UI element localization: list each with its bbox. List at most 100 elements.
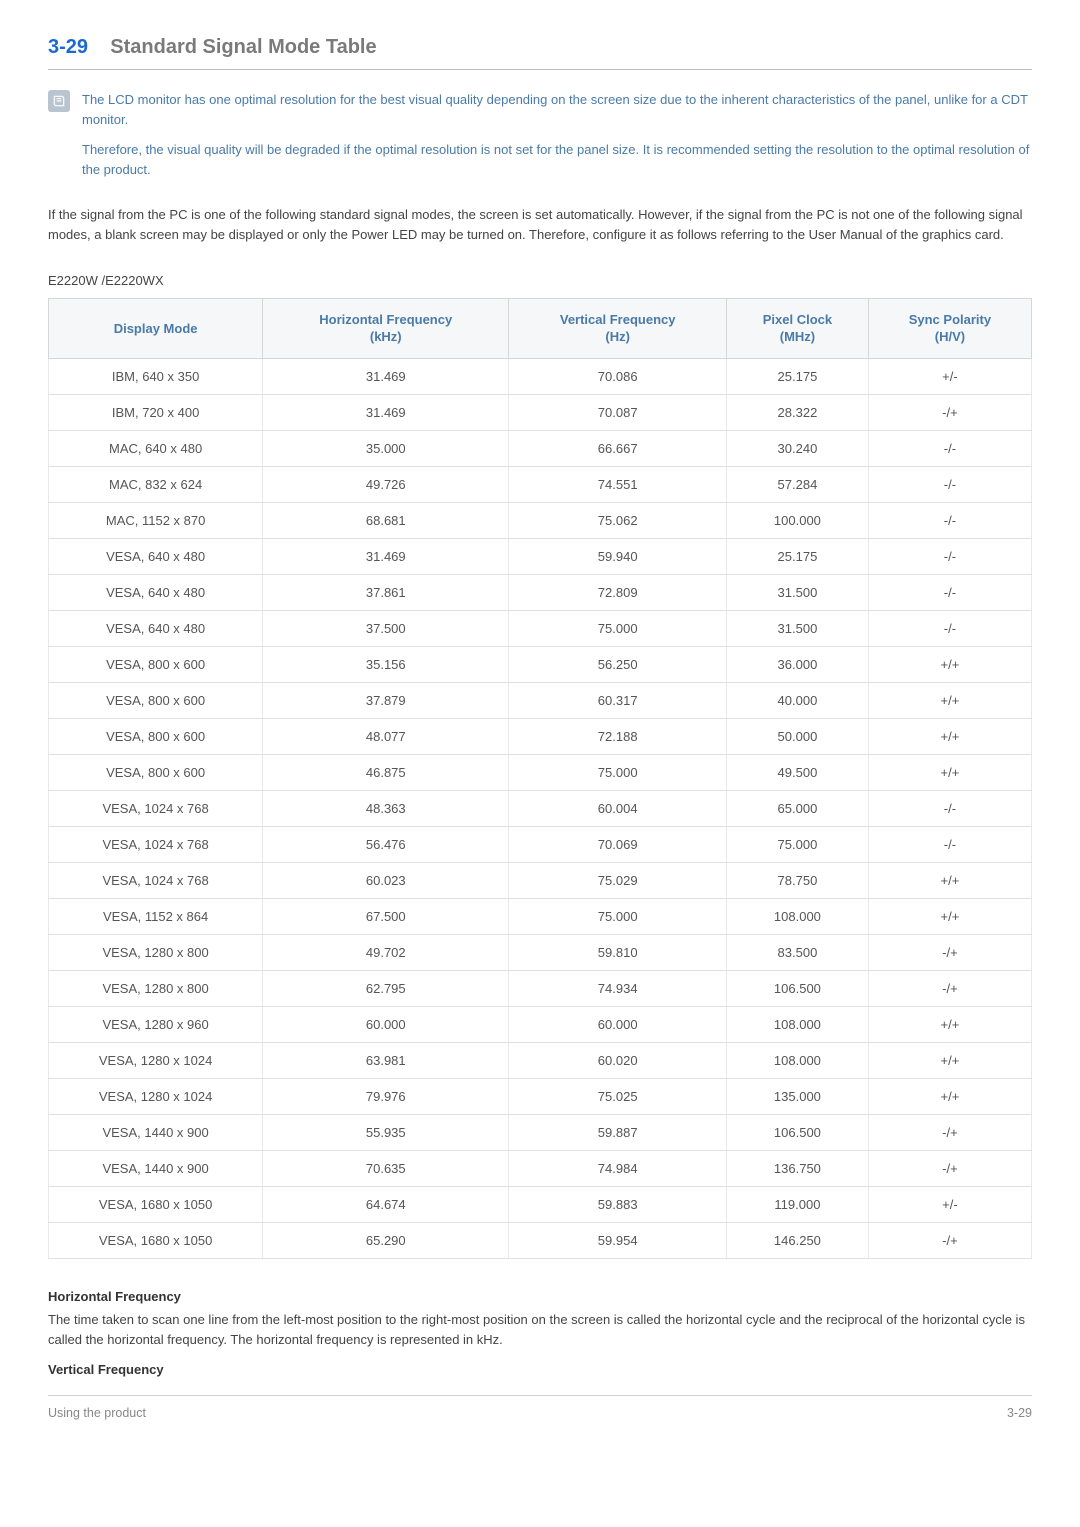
table-cell: VESA, 1440 x 900 [49, 1114, 263, 1150]
table-cell: -/- [868, 790, 1031, 826]
table-cell: 74.984 [509, 1150, 727, 1186]
table-cell: 74.934 [509, 970, 727, 1006]
table-cell: 70.635 [263, 1150, 509, 1186]
table-cell: 66.667 [509, 430, 727, 466]
table-cell: MAC, 1152 x 870 [49, 502, 263, 538]
table-cell: VESA, 800 x 600 [49, 754, 263, 790]
table-cell: VESA, 1024 x 768 [49, 826, 263, 862]
table-row: MAC, 832 x 62449.72674.55157.284-/- [49, 466, 1032, 502]
table-row: IBM, 720 x 40031.46970.08728.322-/+ [49, 394, 1032, 430]
table-cell: MAC, 832 x 624 [49, 466, 263, 502]
note-text: The LCD monitor has one optimal resoluti… [82, 90, 1032, 191]
table-cell: 106.500 [727, 1114, 869, 1150]
table-cell: 100.000 [727, 502, 869, 538]
table-cell: 31.500 [727, 610, 869, 646]
section-number: 3-29 [48, 36, 88, 58]
table-cell: 119.000 [727, 1186, 869, 1222]
table-row: VESA, 800 x 60037.87960.31740.000+/+ [49, 682, 1032, 718]
table-cell: VESA, 1152 x 864 [49, 898, 263, 934]
table-cell: 59.954 [509, 1222, 727, 1258]
model-label: E2220W /E2220WX [48, 273, 1032, 288]
table-cell: VESA, 1024 x 768 [49, 790, 263, 826]
table-cell: 60.000 [509, 1006, 727, 1042]
table-cell: +/+ [868, 646, 1031, 682]
table-cell: IBM, 720 x 400 [49, 394, 263, 430]
table-cell: VESA, 640 x 480 [49, 610, 263, 646]
table-row: VESA, 1680 x 105064.67459.883119.000+/- [49, 1186, 1032, 1222]
table-cell: 70.069 [509, 826, 727, 862]
horizontal-frequency-heading: Horizontal Frequency [48, 1289, 1032, 1304]
table-cell: 55.935 [263, 1114, 509, 1150]
note-icon [48, 90, 70, 112]
table-cell: 108.000 [727, 1006, 869, 1042]
table-body: IBM, 640 x 35031.46970.08625.175+/-IBM, … [49, 358, 1032, 1258]
table-row: VESA, 800 x 60046.87575.00049.500+/+ [49, 754, 1032, 790]
table-cell: 31.469 [263, 538, 509, 574]
table-cell: 83.500 [727, 934, 869, 970]
table-cell: VESA, 1024 x 768 [49, 862, 263, 898]
table-cell: 59.883 [509, 1186, 727, 1222]
table-cell: 50.000 [727, 718, 869, 754]
table-cell: +/+ [868, 754, 1031, 790]
table-cell: +/- [868, 1186, 1031, 1222]
table-cell: VESA, 800 x 600 [49, 682, 263, 718]
vertical-frequency-heading: Vertical Frequency [48, 1362, 1032, 1377]
table-row: VESA, 1680 x 105065.29059.954146.250-/+ [49, 1222, 1032, 1258]
table-row: VESA, 1280 x 102463.98160.020108.000+/+ [49, 1042, 1032, 1078]
table-cell: VESA, 640 x 480 [49, 574, 263, 610]
table-cell: VESA, 1680 x 1050 [49, 1222, 263, 1258]
table-row: VESA, 800 x 60035.15656.25036.000+/+ [49, 646, 1032, 682]
table-cell: +/+ [868, 682, 1031, 718]
table-cell: VESA, 1680 x 1050 [49, 1186, 263, 1222]
table-cell: 31.500 [727, 574, 869, 610]
table-row: VESA, 800 x 60048.07772.18850.000+/+ [49, 718, 1032, 754]
table-cell: 108.000 [727, 898, 869, 934]
table-cell: 60.023 [263, 862, 509, 898]
table-cell: 48.077 [263, 718, 509, 754]
table-cell: 59.940 [509, 538, 727, 574]
table-cell: 78.750 [727, 862, 869, 898]
table-cell: 70.086 [509, 358, 727, 394]
table-cell: +/+ [868, 1078, 1031, 1114]
table-cell: 72.809 [509, 574, 727, 610]
section-title: Standard Signal Mode Table [110, 36, 376, 58]
table-cell: -/- [868, 430, 1031, 466]
table-cell: 25.175 [727, 358, 869, 394]
table-cell: 40.000 [727, 682, 869, 718]
table-cell: +/+ [868, 862, 1031, 898]
table-row: VESA, 640 x 48037.86172.80931.500-/- [49, 574, 1032, 610]
table-cell: 59.887 [509, 1114, 727, 1150]
table-cell: 68.681 [263, 502, 509, 538]
note-paragraph-1: The LCD monitor has one optimal resoluti… [82, 90, 1032, 130]
table-cell: 79.976 [263, 1078, 509, 1114]
table-cell: -/- [868, 502, 1031, 538]
table-row: VESA, 1152 x 86467.50075.000108.000+/+ [49, 898, 1032, 934]
table-cell: VESA, 1280 x 800 [49, 934, 263, 970]
table-header-cell: Pixel Clock(MHz) [727, 298, 869, 358]
table-cell: -/+ [868, 394, 1031, 430]
table-cell: 146.250 [727, 1222, 869, 1258]
table-cell: 74.551 [509, 466, 727, 502]
table-cell: 75.000 [509, 610, 727, 646]
table-cell: VESA, 1280 x 960 [49, 1006, 263, 1042]
table-cell: 63.981 [263, 1042, 509, 1078]
table-cell: 106.500 [727, 970, 869, 1006]
table-header-cell: Sync Polarity(H/V) [868, 298, 1031, 358]
signal-mode-table: Display ModeHorizontal Frequency(kHz)Ver… [48, 298, 1032, 1259]
table-cell: 136.750 [727, 1150, 869, 1186]
table-cell: 65.290 [263, 1222, 509, 1258]
section-heading: 3-29 Standard Signal Mode Table [48, 36, 1032, 70]
table-cell: 75.025 [509, 1078, 727, 1114]
table-cell: 28.322 [727, 394, 869, 430]
table-cell: 48.363 [263, 790, 509, 826]
table-row: VESA, 1440 x 90055.93559.887106.500-/+ [49, 1114, 1032, 1150]
table-cell: +/+ [868, 898, 1031, 934]
table-cell: -/+ [868, 1222, 1031, 1258]
table-cell: 65.000 [727, 790, 869, 826]
table-cell: 36.000 [727, 646, 869, 682]
table-row: MAC, 1152 x 87068.68175.062100.000-/- [49, 502, 1032, 538]
table-header-cell: Horizontal Frequency(kHz) [263, 298, 509, 358]
table-cell: VESA, 800 x 600 [49, 718, 263, 754]
table-header-cell: Vertical Frequency(Hz) [509, 298, 727, 358]
table-row: VESA, 1024 x 76860.02375.02978.750+/+ [49, 862, 1032, 898]
